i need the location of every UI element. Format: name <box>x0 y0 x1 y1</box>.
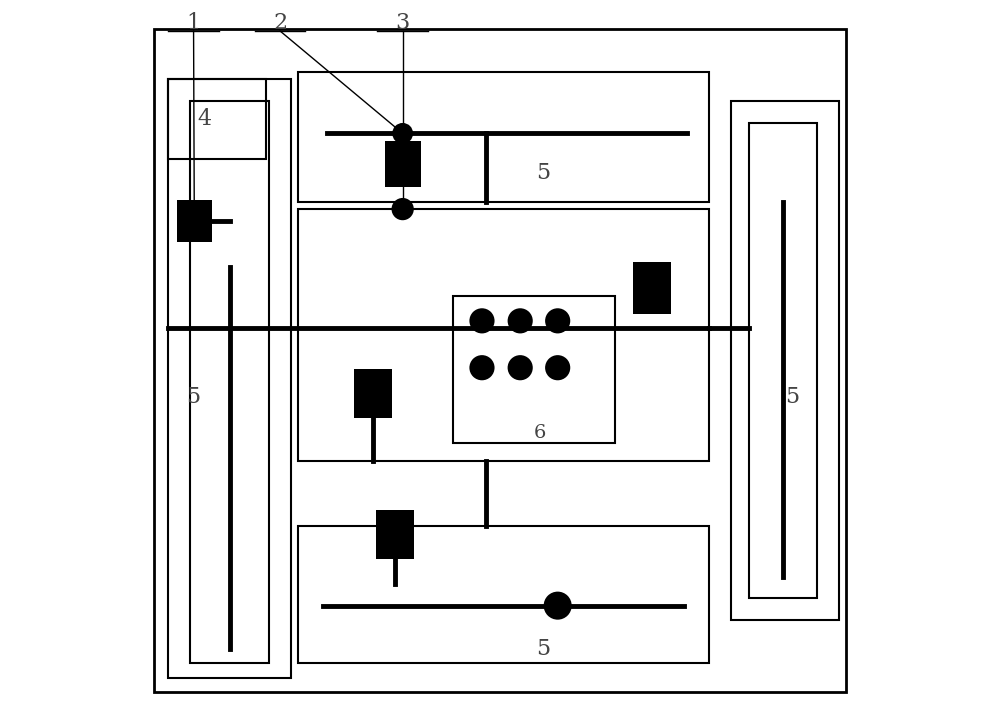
Text: 5: 5 <box>536 162 550 184</box>
Circle shape <box>545 593 571 619</box>
Bar <box>749 123 817 598</box>
Text: 5: 5 <box>187 386 201 407</box>
Circle shape <box>470 309 494 332</box>
Circle shape <box>546 309 569 332</box>
Bar <box>190 101 269 663</box>
Circle shape <box>393 124 412 143</box>
Bar <box>298 209 709 461</box>
Text: 1: 1 <box>187 12 201 34</box>
Circle shape <box>509 356 532 379</box>
Circle shape <box>393 199 413 219</box>
Bar <box>168 79 291 678</box>
Bar <box>385 141 421 187</box>
Circle shape <box>470 356 494 379</box>
Bar <box>298 72 709 202</box>
Bar <box>633 262 671 314</box>
Bar <box>168 79 266 159</box>
Text: 5: 5 <box>536 638 550 660</box>
Circle shape <box>546 356 569 379</box>
Text: 4: 4 <box>197 108 211 130</box>
Circle shape <box>509 309 532 332</box>
Bar <box>731 101 839 620</box>
Bar <box>298 526 709 663</box>
Bar <box>354 369 392 418</box>
Text: 3: 3 <box>396 12 410 34</box>
Bar <box>376 510 414 559</box>
Text: 5: 5 <box>785 386 799 407</box>
Bar <box>177 200 212 242</box>
Bar <box>453 296 615 443</box>
Text: 2: 2 <box>273 12 287 34</box>
Text: 6: 6 <box>533 424 546 441</box>
